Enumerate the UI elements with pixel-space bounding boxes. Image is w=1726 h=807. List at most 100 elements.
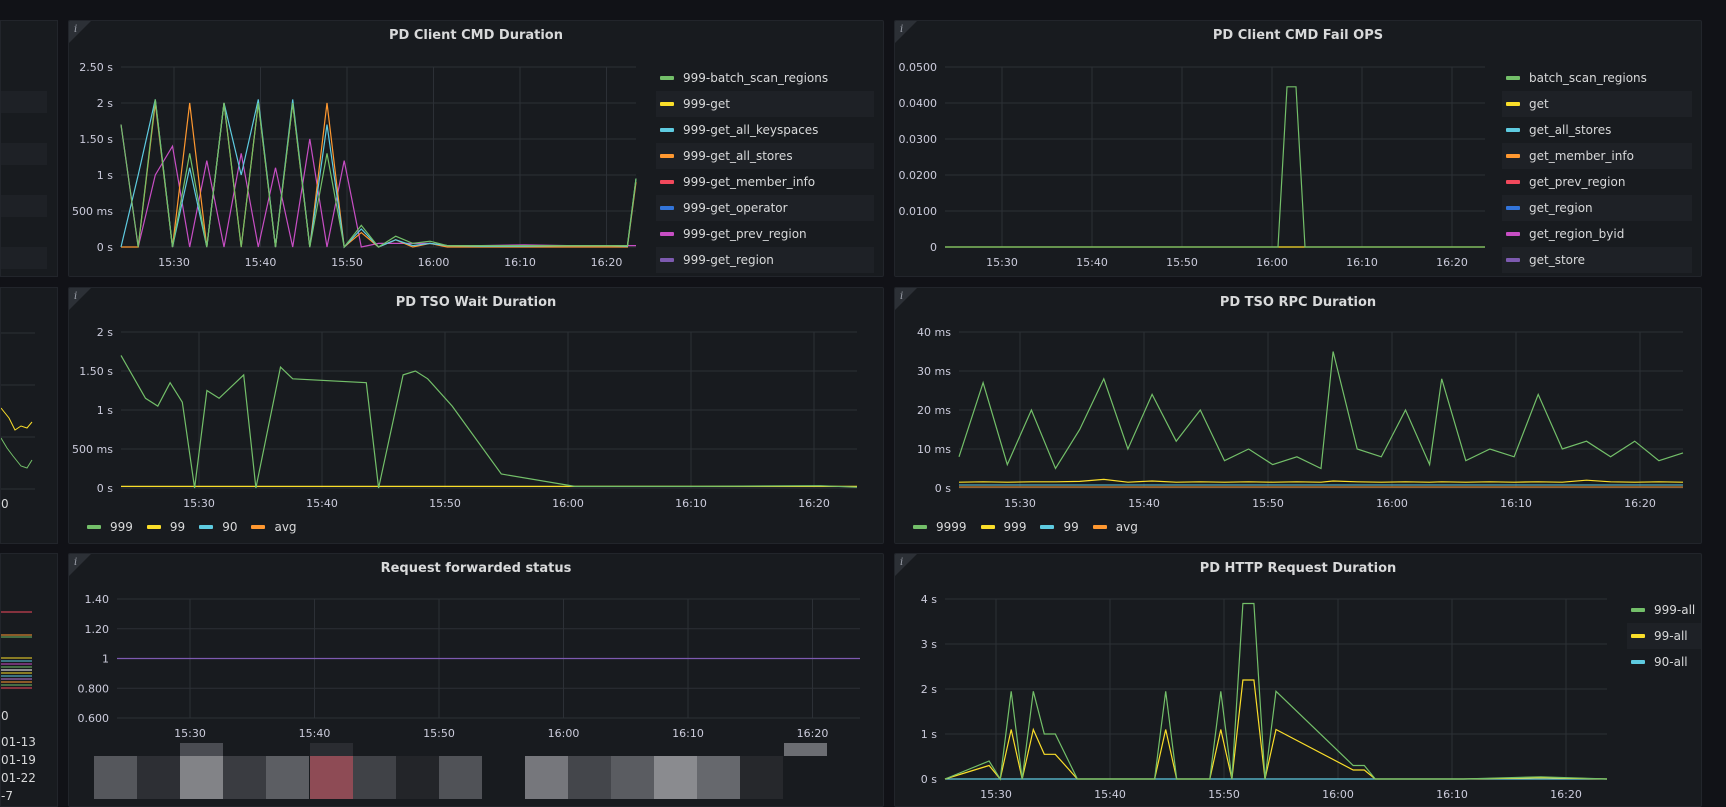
legend-item[interactable]: 90-all	[1627, 649, 1701, 675]
x-tick-label: 15:40	[1094, 788, 1126, 801]
x-tick-label: 15:40	[1076, 256, 1108, 269]
legend-label: get_all_stores	[1529, 123, 1612, 137]
legend-swatch	[913, 525, 927, 529]
legend-swatch	[146, 525, 161, 529]
info-icon[interactable]: i	[895, 554, 917, 576]
x-tick-label: 16:10	[1346, 256, 1378, 269]
panel-title[interactable]: Request forwarded status	[380, 561, 572, 576]
legend-label: 999-batch_scan_regions	[683, 71, 829, 85]
info-icon[interactable]: i	[895, 288, 917, 310]
legend-swatch	[1092, 525, 1107, 529]
y-tick-label: 0.0300	[899, 133, 938, 146]
panel-pd-http-request-duration[interactable]: i PD HTTP Request Duration 4 s 3 s 2 s 1 s 0…	[894, 553, 1702, 807]
legend-item[interactable]: 999-get_member_info	[656, 169, 874, 195]
panel-title[interactable]: PD Client CMD Duration	[389, 28, 563, 43]
chart-area: 0.0500 0.0400 0.0300 0.0200 0.0100 0 15:30 15:4…	[899, 61, 1485, 269]
legend-label: get_store	[1529, 253, 1586, 267]
info-icon[interactable]: i	[895, 21, 917, 43]
left-middle-chart	[1, 332, 35, 490]
legend-item[interactable]: 999-batch_scan_regions	[656, 65, 874, 91]
legend-label: avg	[1115, 520, 1138, 534]
y-tick-label: 0 s	[935, 482, 951, 495]
legend-item[interactable]: get_store	[1502, 247, 1692, 273]
legend-item[interactable]: 999-get_all_stores	[656, 143, 874, 169]
y-tick-label: 0.0400	[899, 97, 938, 110]
info-icon[interactable]: i	[69, 288, 91, 310]
legend-label: 999-get	[683, 97, 730, 111]
legend-item[interactable]: 99	[1040, 520, 1079, 534]
legend-item[interactable]: 9999	[913, 520, 967, 534]
y-tick-label: 30 ms	[917, 365, 951, 378]
panel-pd-tso-wait-duration[interactable]: i PD TSO Wait Duration 2 s 1.50 s 1 s 500 m…	[68, 287, 884, 544]
legend-item[interactable]: 999-all	[1627, 597, 1701, 623]
legend-label: 999-get_prev_region	[683, 227, 807, 241]
panel-title[interactable]: PD Client CMD Fail OPS	[1212, 28, 1384, 43]
x-tick-label: 15:50	[429, 497, 461, 510]
legend-label: 999-get_region	[683, 253, 774, 267]
y-tick-label: 0.800	[78, 682, 110, 695]
legend-swatch	[660, 206, 674, 210]
legend-item[interactable]: get	[1502, 91, 1692, 117]
legend-label: avg	[274, 520, 297, 534]
legend-swatch	[1631, 634, 1645, 638]
legend-item[interactable]: 999-get_all_keyspaces	[656, 117, 874, 143]
x-tick-label: 16:20	[1550, 788, 1582, 801]
legend-item[interactable]: batch_scan_regions	[1502, 65, 1692, 91]
x-tick-label: 15:30	[980, 788, 1012, 801]
legend-item[interactable]: get_region	[1502, 195, 1692, 221]
panel-title[interactable]: PD TSO Wait Duration	[395, 295, 557, 310]
legend-item[interactable]: 90	[199, 520, 237, 534]
chart-area: 40 ms 30 ms 20 ms 10 ms 0 s 15:30 15:40 15:50 16…	[917, 326, 1684, 510]
legend-item[interactable]: 999	[87, 520, 133, 534]
x-tick-label: 15:50	[1166, 256, 1198, 269]
left-panel-middle: 0	[0, 287, 58, 544]
legend-item[interactable]: avg	[1092, 520, 1138, 534]
legend-swatch	[660, 154, 674, 158]
legend-item[interactable]: 99-all	[1627, 623, 1701, 649]
x-tick-label: 16:00	[1322, 788, 1354, 801]
legend-item[interactable]: 999-get	[656, 91, 874, 117]
x-tick-label: 15:30	[1004, 497, 1036, 510]
legend-swatch	[1506, 232, 1520, 236]
y-tick-label: 1 s	[97, 404, 113, 417]
series-line	[945, 86, 1485, 248]
x-tick-label: 15:50	[423, 727, 455, 740]
legend-item[interactable]: avg	[251, 520, 297, 534]
legend-item[interactable]: 999-get_prev_region	[656, 221, 874, 247]
legend-item[interactable]: 99	[146, 520, 186, 534]
info-icon[interactable]: i	[69, 554, 91, 576]
legend-item[interactable]: get_member_info	[1502, 143, 1692, 169]
left-legend-item: -7	[1, 789, 13, 803]
panel-title[interactable]: PD HTTP Request Duration	[1199, 561, 1397, 576]
legend-item[interactable]: 999	[980, 520, 1026, 534]
panel-request-forwarded-status[interactable]: i Request forwarded status 1.40 1.20 1 0.80…	[68, 553, 884, 807]
legend-item[interactable]: 999-get_region	[656, 247, 874, 273]
x-tick-label: 16:10	[1436, 788, 1468, 801]
panel-pd-client-cmd-fail-ops[interactable]: i PD Client CMD Fail OPS 0.0500 0.0400 0.0…	[894, 20, 1702, 277]
legend-item[interactable]: get_region_byid	[1502, 221, 1692, 247]
legend-swatch	[1631, 608, 1645, 612]
legend-item[interactable]: get_prev_region	[1502, 169, 1692, 195]
legend-item[interactable]: get_all_stores	[1502, 117, 1692, 143]
x-tick-label: 16:00	[418, 256, 450, 269]
panel-pd-tso-rpc-duration[interactable]: i PD TSO RPC Duration 40 ms 30 ms 20 ms 10 …	[894, 287, 1702, 544]
legend-label: 99-all	[1654, 629, 1688, 643]
legend-swatch	[1631, 660, 1645, 664]
legend-label: 99	[1063, 520, 1079, 534]
legend-label: 99	[169, 520, 186, 534]
legend-swatch	[1506, 76, 1520, 80]
info-icon[interactable]: i	[69, 21, 91, 43]
y-tick-label: 0	[930, 241, 937, 254]
y-tick-label: 1.40	[85, 593, 110, 606]
panel-title[interactable]: PD TSO RPC Duration	[1219, 295, 1377, 310]
legend-item[interactable]: 999-get_operator	[656, 195, 874, 221]
legend-label: get_prev_region	[1529, 175, 1626, 189]
y-tick-label: 0 s	[97, 482, 113, 495]
panel-pd-client-cmd-duration[interactable]: i PD Client CMD Duration 2.50 s 2 s 1.50 s…	[68, 20, 884, 277]
y-tick-label: 1 s	[97, 169, 113, 182]
legend-swatch	[660, 102, 674, 106]
x-tick-label: 15:30	[174, 727, 206, 740]
legend-swatch	[660, 76, 674, 80]
legend-label: batch_scan_regions	[1529, 71, 1647, 85]
left-bottom-tick: 0	[1, 709, 9, 723]
